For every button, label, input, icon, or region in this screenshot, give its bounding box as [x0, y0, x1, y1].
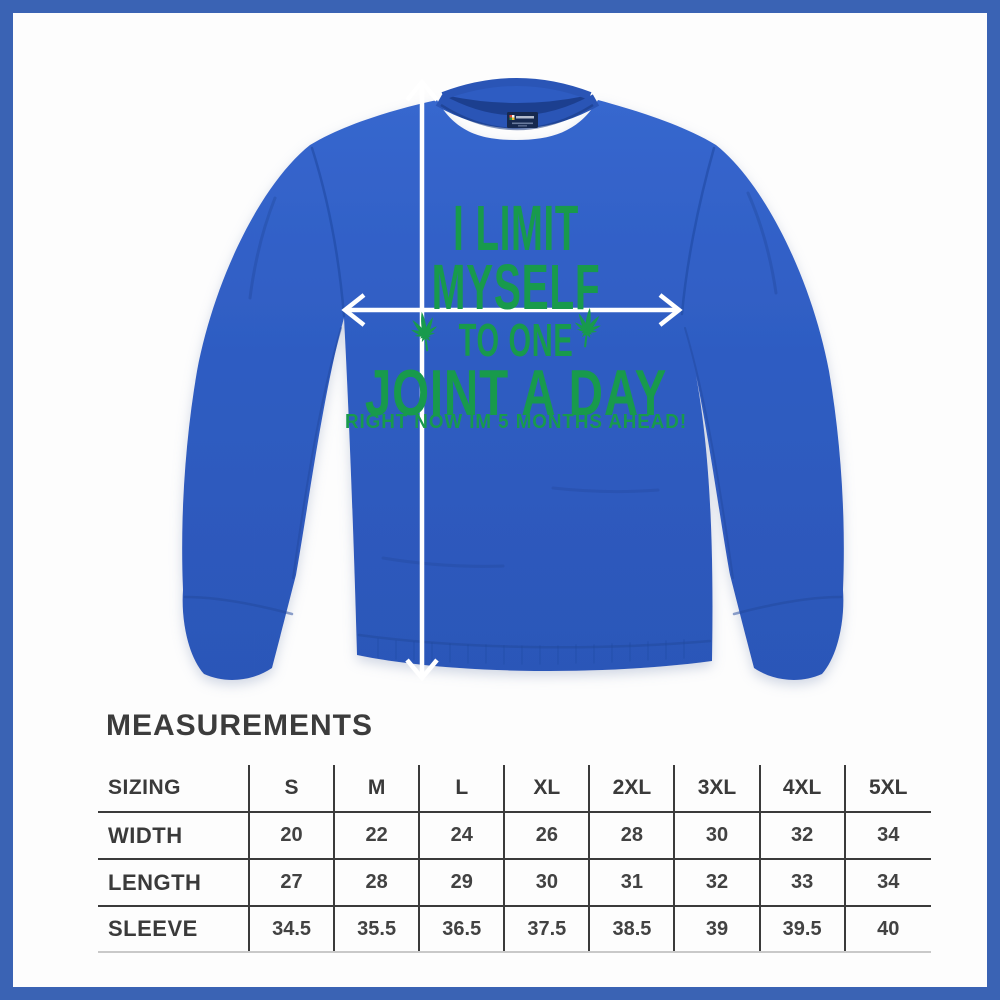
print-line-5: RIGHT NOW IM 5 MONTHS AHEAD! [344, 411, 688, 433]
sleeve-2xl: 38.5 [590, 907, 676, 951]
sweatshirt-photo [182, 78, 844, 682]
length-s: 27 [250, 860, 336, 905]
width-3xl: 30 [675, 813, 761, 858]
cannabis-leaf-icon [574, 307, 601, 348]
print-line-2: MYSELF [431, 251, 601, 324]
row-label: WIDTH [98, 813, 250, 858]
length-l: 29 [420, 860, 506, 905]
width-m: 22 [335, 813, 421, 858]
sleeve-4xl: 39.5 [761, 907, 846, 951]
row-label: LENGTH [98, 860, 250, 905]
sleeve-xl: 37.5 [505, 907, 591, 951]
width-2xl: 28 [590, 813, 676, 858]
fabric-shading [183, 146, 843, 665]
table-row-length: LENGTH 27 28 29 30 31 32 33 34 [98, 860, 931, 907]
header-4xl: 4XL [761, 765, 846, 811]
width-5xl: 34 [877, 824, 900, 846]
width-4xl: 32 [761, 813, 846, 858]
print-line-3: TO ONE [458, 314, 574, 367]
table-header-row: SIZING S M L XL 2XL 3XL 4XL 5XL [98, 765, 931, 813]
length-5xl: 34 [877, 871, 900, 893]
length-4xl: 33 [761, 860, 846, 905]
header-5xl: 5XL [868, 776, 908, 799]
header-xl: XL [505, 765, 591, 811]
table-row-sleeve: SLEEVE 34.5 35.5 36.5 37.5 38.5 39 39.5 … [98, 907, 931, 953]
sweatshirt-body [182, 100, 844, 680]
row-label: SLEEVE [98, 907, 250, 951]
print-line-1: I LIMIT [453, 192, 579, 265]
width-xl: 26 [505, 813, 591, 858]
size-table: SIZING S M L XL 2XL 3XL 4XL 5XL WIDTH 20… [98, 765, 931, 953]
length-m: 28 [335, 860, 421, 905]
length-2xl: 31 [590, 860, 676, 905]
header-sizing: SIZING [98, 765, 250, 811]
measurements-title: MEASUREMENTS [106, 709, 374, 742]
header-m: M [335, 765, 421, 811]
header-3xl: 3XL [675, 765, 761, 811]
sleeve-l: 36.5 [420, 907, 506, 951]
sleeve-3xl: 39 [675, 907, 761, 951]
width-arrow [341, 293, 683, 327]
sleeve-5xl: 40 [877, 917, 900, 940]
width-s: 20 [250, 813, 336, 858]
header-2xl: 2XL [590, 765, 676, 811]
sleeve-m: 35.5 [335, 907, 421, 951]
print-line-4: JOINT A DAY [364, 356, 668, 430]
length-xl: 30 [505, 860, 591, 905]
brand-neck-tag-icon [507, 112, 538, 128]
length-3xl: 32 [675, 860, 761, 905]
table-row-width: WIDTH 20 22 24 26 28 30 32 34 [98, 813, 931, 860]
sleeve-s: 34.5 [250, 907, 336, 951]
header-l: L [420, 765, 506, 811]
length-arrow [405, 78, 439, 682]
collar [435, 78, 600, 131]
header-s: S [250, 765, 336, 811]
cannabis-leaf-icon [411, 311, 438, 352]
width-l: 24 [420, 813, 506, 858]
